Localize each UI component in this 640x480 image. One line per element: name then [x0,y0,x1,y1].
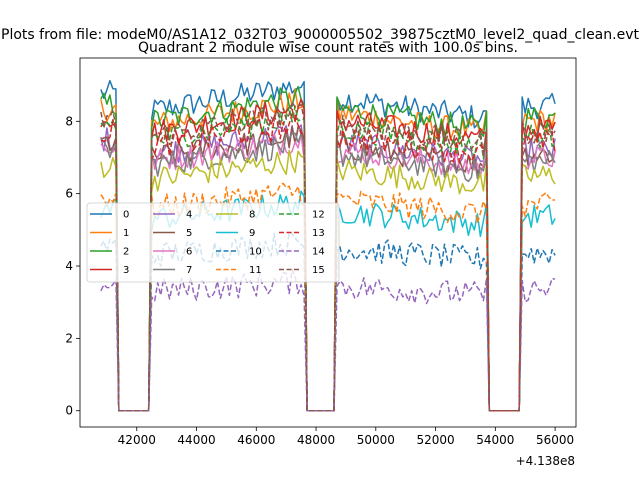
legend-label-8: 8 [249,210,255,221]
legend-label-13: 13 [312,228,325,239]
y-tick-label: 2 [65,331,73,345]
y-tick-label: 6 [65,187,73,201]
legend-label-1: 1 [123,228,129,239]
legend-label-7: 7 [186,265,192,276]
legend-label-0: 0 [123,210,129,221]
series-line-14 [100,268,556,412]
legend-label-15: 15 [312,265,325,276]
legend-label-3: 3 [123,265,129,276]
chart-title: Quadrant 2 module wise count rates with … [138,40,518,56]
legend-label-12: 12 [312,210,325,221]
y-tick-label: 8 [65,114,73,128]
x-axis: 42000 44000 46000 48000 50000 52000 54000 56000 [118,427,574,447]
x-tick-label: 50000 [357,433,395,447]
legend-label-14: 14 [312,247,325,258]
x-tick-label: 52000 [416,433,454,447]
y-tick-label: 4 [65,259,73,273]
legend-label-9: 9 [249,228,255,239]
legend-box [86,202,340,283]
x-offset-label: +4.138e8 [516,454,575,468]
x-tick-label: 54000 [476,433,514,447]
x-tick-label: 48000 [297,433,335,447]
x-tick-label: 46000 [237,433,275,447]
legend-label-4: 4 [186,210,192,221]
series-line-15 [100,101,556,412]
legend-label-10: 10 [249,247,262,258]
x-tick-label: 56000 [536,433,574,447]
y-tick-label: 0 [65,404,73,418]
plot-frame [79,57,577,428]
legend-label-2: 2 [123,247,129,258]
y-axis: 0 2 4 6 8 [65,114,80,418]
legend-label-11: 11 [249,265,262,276]
suptitle: Plots from file: modeM0/AS1A12_032T03_90… [1,27,639,43]
x-tick-label: 44000 [177,433,215,447]
legend-label-5: 5 [186,228,192,239]
x-tick-label: 42000 [118,433,156,447]
legend-label-6: 6 [186,247,192,258]
